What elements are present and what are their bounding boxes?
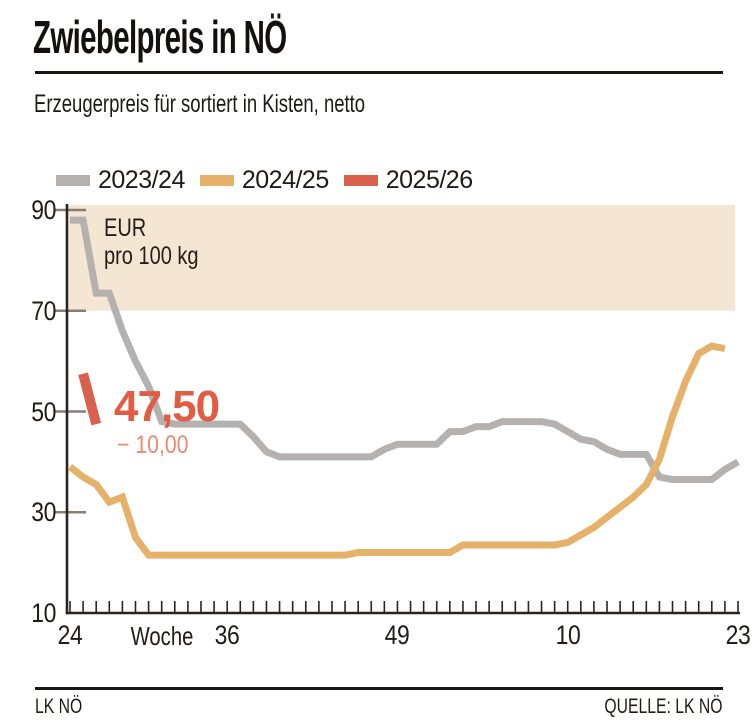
title-divider: [35, 71, 723, 74]
series-line-2024-25: [67, 342, 726, 559]
legend-swatch-2023-24: [56, 175, 90, 186]
band-70-to-90: [69, 204, 735, 311]
legend-label-2024-25: 2024/25: [241, 166, 329, 194]
legend-item-2025-26: 2025/26: [343, 166, 473, 195]
legend-label-2023-24: 2023/24: [98, 166, 185, 194]
legend-label-2025-26: 2025/26: [385, 166, 473, 194]
legend: 2023/24 2024/25 2025/26: [56, 166, 473, 195]
legend-swatch-2024-25: [199, 175, 234, 186]
series-line-2025-26: [78, 372, 102, 426]
footer-source-right: QUELLE: LK NÖ: [604, 695, 723, 718]
series-line-2023-24: [70, 216, 740, 484]
footer-divider: [35, 687, 723, 690]
chart-subtitle: Erzeugerpreis für sortiert in Kisten, ne…: [34, 90, 366, 118]
legend-item-2024-25: 2024/25: [199, 166, 329, 195]
legend-swatch-2025-26: [343, 175, 378, 186]
page-title: Zwiebelpreis in NÖ: [33, 11, 287, 63]
footer-source-left: LK NÖ: [35, 695, 83, 718]
legend-item-2023-24: 2023/24: [56, 166, 185, 195]
